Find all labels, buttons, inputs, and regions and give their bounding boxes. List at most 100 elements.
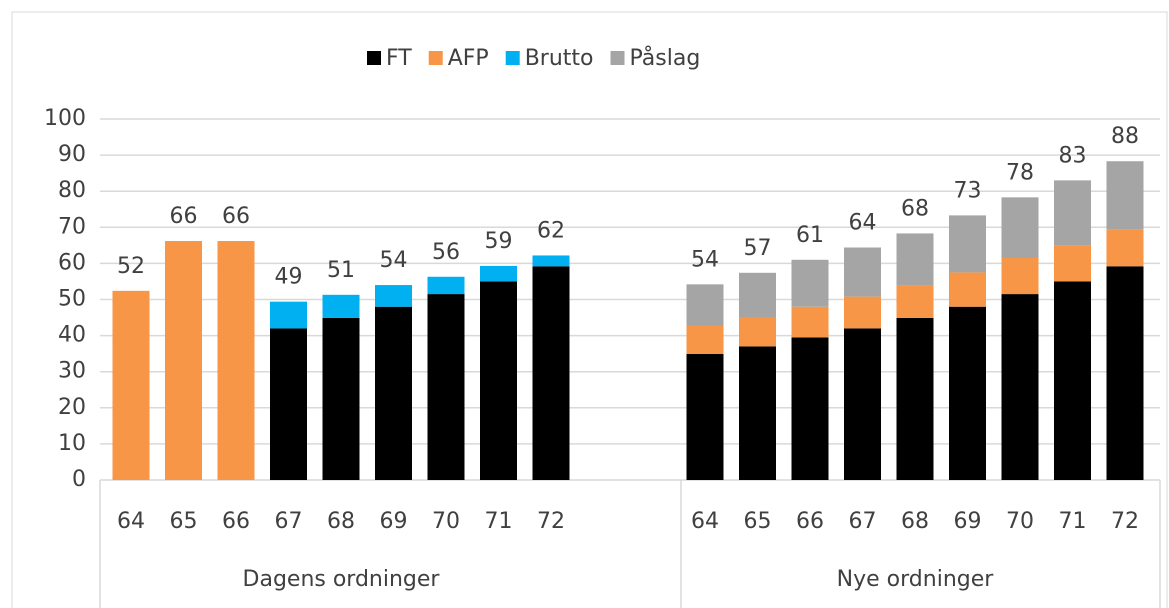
x-tick-label: 64 [117,509,145,534]
x-tick-label: 72 [537,509,565,534]
total-label: 56 [432,240,460,265]
bar-segment [427,276,465,295]
bar-segment [739,272,776,318]
bar-segment [532,255,570,267]
group-label: Dagens ordninger [243,567,441,592]
group-label: Nye ordninger [837,567,995,592]
y-tick-label: 30 [58,359,86,384]
x-tick-label: 71 [1059,509,1087,534]
x-tick-label: 66 [796,509,824,534]
x-tick-label: 69 [954,509,982,534]
bar-segment [949,272,986,307]
bar-segment [791,337,829,480]
y-tick-label: 90 [58,142,86,167]
bar-segment [1106,161,1144,230]
y-tick-label: 60 [58,250,86,275]
bar-segment [686,325,724,355]
legend-label: Brutto [525,46,594,71]
total-label: 52 [117,254,145,279]
x-tick-label: 68 [901,509,929,534]
bar-segment [322,317,360,480]
bar-segment [844,296,881,329]
bar-segment [896,317,934,480]
bar-segment [480,281,517,480]
total-label: 49 [275,265,303,290]
y-tick-label: 10 [58,431,86,456]
bar-segment [165,241,202,480]
x-tick-label: 67 [275,509,303,534]
bar-segment [791,259,829,307]
total-label: 61 [796,223,824,248]
bar-segment [1106,266,1144,480]
bar-segment [844,328,881,480]
y-tick-label: 100 [44,106,86,131]
legend-label: FT [386,46,412,71]
legend-swatch [610,51,625,65]
total-label: 78 [1006,160,1034,185]
y-tick-label: 80 [58,178,86,203]
x-tick-label: 67 [849,509,877,534]
x-tick-label: 66 [222,509,250,534]
total-label: 57 [744,236,772,261]
legend-swatch [505,51,520,65]
legend-swatch [428,51,443,65]
x-tick-label: 65 [744,509,772,534]
bar-segment [532,266,570,480]
total-label: 83 [1059,143,1087,168]
y-tick-label: 20 [58,395,86,420]
bar-segment [480,265,517,282]
bar-segment [896,233,934,286]
y-tick-label: 40 [58,323,86,348]
bar-segment [1054,281,1091,480]
bar-segment [791,306,829,338]
bar-segment [1001,294,1039,480]
x-tick-label: 64 [691,509,719,534]
total-label: 64 [849,211,877,236]
bar-segment [1001,257,1039,295]
bar-segment [686,284,724,326]
y-tick-label: 0 [72,467,86,492]
bar-segment [686,354,724,480]
x-tick-label: 70 [432,509,460,534]
total-label: 59 [485,229,513,254]
x-tick-label: 65 [170,509,198,534]
bar-segment [270,328,307,480]
x-tick-label: 71 [485,509,513,534]
bar-segment [1106,229,1144,267]
total-label: 62 [537,218,565,243]
bar-segment [896,285,934,318]
legend-swatch [367,51,381,65]
bar-segment [1054,245,1091,282]
total-label: 66 [170,204,198,229]
total-label: 66 [222,204,250,229]
total-label: 54 [691,247,719,272]
x-tick-label: 69 [380,509,408,534]
total-label: 68 [901,196,929,221]
bar-segment [844,247,881,297]
total-label: 88 [1111,124,1139,149]
bar-segment [322,294,360,318]
bar-segment [217,241,255,480]
bar-segment [739,346,776,480]
x-tick-label: 70 [1006,509,1034,534]
total-label: 54 [380,248,408,273]
bar-segment [270,301,307,329]
bar-segment [1054,180,1091,246]
bar-segment [739,317,776,347]
x-tick-label: 72 [1111,509,1139,534]
legend-label: Påslag [630,45,701,71]
x-tick-label: 68 [327,509,355,534]
y-tick-label: 70 [58,214,86,239]
bar-segment [949,306,986,480]
bar-segment [427,294,465,480]
legend-label: AFP [448,46,489,71]
total-label: 73 [954,178,982,203]
bar-segment [375,285,412,307]
bar-segment [375,306,412,480]
total-label: 51 [327,258,355,283]
bar-segment [112,290,150,480]
bar-segment [949,215,986,273]
y-tick-label: 50 [58,287,86,312]
bar-segment [1001,197,1039,258]
